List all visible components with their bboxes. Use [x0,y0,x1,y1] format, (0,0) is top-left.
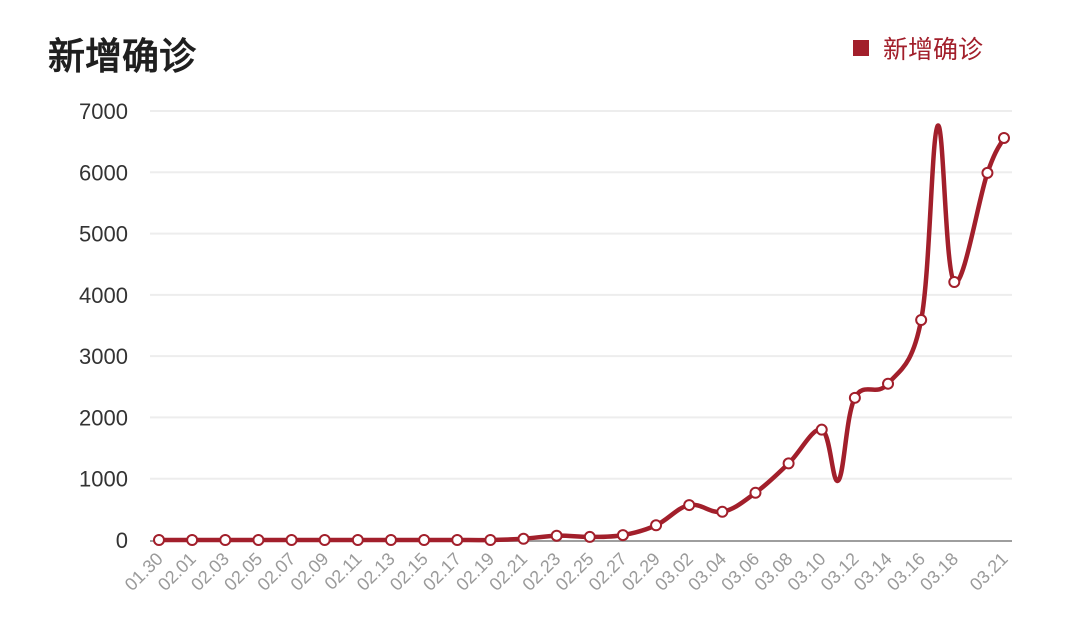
data-point [451,534,464,546]
data-point [749,486,762,499]
y-tick-label: 6000 [79,160,128,185]
data-point [318,534,331,546]
x-tick-label: 02.09 [287,549,333,595]
data-point [683,499,696,512]
x-tick-label: 03.18 [916,549,962,595]
y-tick-label: 7000 [79,99,128,124]
data-point [848,391,861,404]
data-point [782,457,795,470]
y-tick-label: 3000 [79,344,128,369]
grid-lines [150,110,1012,480]
y-tick-label: 2000 [79,405,128,430]
y-tick-label: 4000 [79,283,128,308]
data-point [981,166,994,179]
data-point [252,534,265,546]
chart-title: 新增确诊 [48,35,196,78]
data-point [484,534,497,546]
data-markers [153,131,1010,546]
data-point [186,534,199,546]
data-point [285,534,298,546]
data-point [616,529,629,542]
y-tick-label: 5000 [79,222,128,247]
data-point [550,529,563,542]
data-point [583,530,596,543]
data-point [351,534,364,546]
data-point [650,519,663,532]
data-point [219,534,232,546]
data-point [815,423,828,436]
legend-label: 新增确诊 [883,35,984,64]
data-point [418,534,431,546]
data-point [716,505,729,518]
x-axis-ticks: 01.3002.0102.0302.0502.0702.0902.1102.13… [121,549,1012,595]
x-tick-label: 03.21 [966,549,1012,595]
y-tick-label: 1000 [79,467,128,492]
data-point [915,313,928,326]
data-point [153,534,165,546]
data-point [998,131,1010,144]
data-point [517,532,530,545]
data-point [882,377,895,390]
data-point [384,534,397,546]
legend-swatch [853,40,869,56]
y-tick-label: 0 [116,528,128,553]
data-point [948,275,961,288]
legend[interactable]: 新增确诊 [853,30,983,66]
y-axis-ticks: 7000 6000 5000 4000 3000 2000 1000 0 [79,99,128,553]
